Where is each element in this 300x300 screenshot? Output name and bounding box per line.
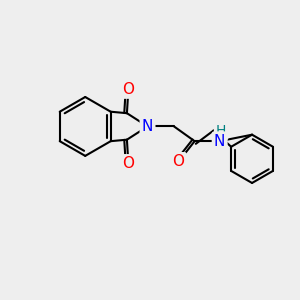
Text: N: N <box>214 134 225 149</box>
Text: O: O <box>122 82 134 97</box>
Text: N: N <box>142 119 153 134</box>
Text: O: O <box>172 154 184 169</box>
Text: O: O <box>122 156 134 171</box>
Text: H: H <box>216 124 226 138</box>
